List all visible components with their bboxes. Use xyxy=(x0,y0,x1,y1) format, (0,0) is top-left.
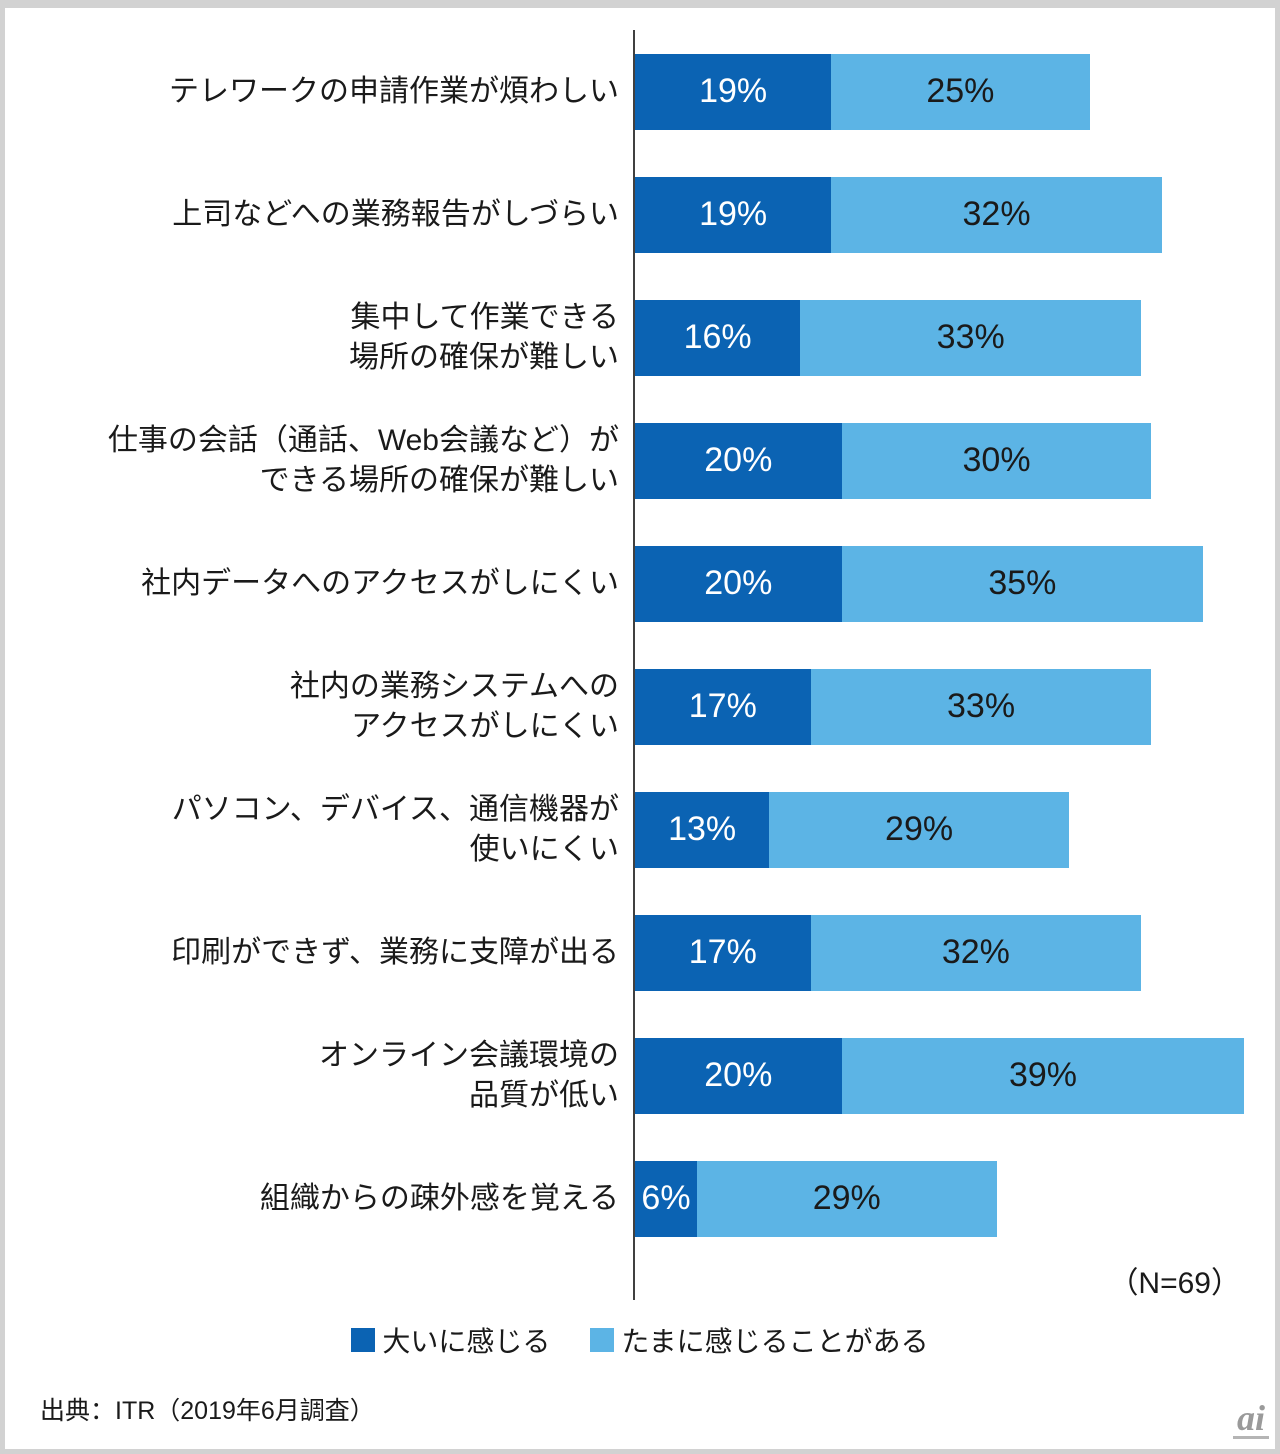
bar-row: 17% 33% xyxy=(635,645,1275,768)
bar-segment-series2: 29% xyxy=(696,1160,997,1237)
bar-value-label: 32% xyxy=(962,195,1031,233)
bar-value-label: 20% xyxy=(704,564,773,602)
legend-label: たまに感じることがある xyxy=(621,1326,929,1357)
bar-segment-series1: 19% xyxy=(635,53,832,130)
stacked-bar: 19% 25% xyxy=(635,53,1275,130)
stacked-bar: 17% 33% xyxy=(635,668,1275,745)
legend: 大いに感じる たまに感じることがある xyxy=(5,1320,1275,1360)
bar-value-label: 19% xyxy=(699,72,768,110)
stacked-bar: 20% 39% xyxy=(635,1037,1275,1114)
bar-row: 20% 30% xyxy=(635,399,1275,522)
bar-segment-series2: 35% xyxy=(841,545,1204,622)
bar-value-label: 6% xyxy=(641,1179,691,1217)
plot-area: 19% 25% 19% 32% 16% 33% 20% 30% 20% 35% 17% 33% 13% 2… xyxy=(633,30,1275,1300)
bar-value-label: 17% xyxy=(688,687,757,725)
bar-row: 20% 35% xyxy=(635,522,1275,645)
bar-row: 13% 29% xyxy=(635,768,1275,891)
category-label: 仕事の会話（通話、Web会議など）が できる場所の確保が難しい xyxy=(107,423,619,497)
legend-item-series1: 大いに感じる xyxy=(351,1320,550,1360)
stacked-bar: 16% 33% xyxy=(635,299,1275,376)
category-label: 社内の業務システムへの アクセスがしにくい xyxy=(289,669,619,743)
bar-segment-series1: 19% xyxy=(635,176,832,253)
bar-value-label: 35% xyxy=(988,564,1057,602)
bar-segment-series2: 39% xyxy=(841,1037,1245,1114)
bar-value-label: 25% xyxy=(926,72,995,110)
category-label: パソコン、デバイス、通信機器が 使いにくい xyxy=(171,792,619,866)
category-label: テレワークの申請作業が煩わしい xyxy=(169,74,619,108)
category-label: 印刷ができず、業務に支障が出る xyxy=(171,935,619,969)
category-row: 上司などへの業務報告がしづらい xyxy=(5,153,633,276)
bar-segment-series2: 32% xyxy=(831,176,1162,253)
bar-value-label: 19% xyxy=(699,195,768,233)
stacked-bar: 6% 29% xyxy=(635,1160,1275,1237)
category-row: 印刷ができず、業務に支障が出る xyxy=(5,891,633,1014)
category-row: パソコン、デバイス、通信機器が 使いにくい xyxy=(5,768,633,891)
category-labels-column: テレワークの申請作業が煩わしい 上司などへの業務報告がしづらい集中して作業できる場… xyxy=(5,30,633,1300)
bar-segment-series2: 29% xyxy=(769,791,1069,868)
category-row: オンライン会議環境の 品質が低い xyxy=(5,1014,633,1137)
category-row: 仕事の会話（通話、Web会議など）が できる場所の確保が難しい xyxy=(5,399,633,522)
bar-value-label: 20% xyxy=(704,441,773,479)
bar-value-label: 29% xyxy=(885,810,954,848)
bar-value-label: 17% xyxy=(688,933,757,971)
bar-segment-series1: 16% xyxy=(635,299,801,376)
category-row: テレワークの申請作業が煩わしい xyxy=(5,30,633,153)
bar-value-label: 30% xyxy=(962,441,1031,479)
legend-item-series2: たまに感じることがある xyxy=(590,1320,929,1360)
bar-segment-series1: 6% xyxy=(635,1160,697,1237)
ai-logo: ai xyxy=(1233,1397,1269,1439)
bar-row: 19% 25% xyxy=(635,30,1275,153)
bar-segment-series2: 33% xyxy=(800,299,1142,376)
bar-segment-series2: 25% xyxy=(831,53,1090,130)
category-label: 社内データへのアクセスがしにくい xyxy=(141,566,619,600)
stacked-bar: 20% 30% xyxy=(635,422,1275,499)
bar-value-label: 39% xyxy=(1008,1056,1078,1094)
bar-row: 16% 33% xyxy=(635,276,1275,399)
bar-segment-series1: 20% xyxy=(635,545,842,622)
source-note: 出典：ITR（2019年6月調査） xyxy=(40,1397,375,1425)
bar-row: 6% 29% xyxy=(635,1137,1275,1260)
bar-value-label: 13% xyxy=(668,810,737,848)
bar-value-label: 32% xyxy=(941,933,1010,971)
bar-segment-series2: 33% xyxy=(810,668,1152,745)
category-row: 社内データへのアクセスがしにくい xyxy=(5,522,633,645)
legend-label: 大いに感じる xyxy=(382,1326,551,1357)
stacked-bar: 17% 32% xyxy=(635,914,1275,991)
category-label: 上司などへの業務報告がしづらい xyxy=(172,197,619,231)
legend-swatch xyxy=(351,1328,376,1352)
bar-row: 19% 32% xyxy=(635,153,1275,276)
ai-logo-subtext-bar xyxy=(1233,1436,1269,1439)
stacked-bar: 19% 32% xyxy=(635,176,1275,253)
bar-segment-series1: 20% xyxy=(635,1037,842,1114)
bar-segment-series1: 20% xyxy=(635,422,842,499)
bar-segment-series2: 30% xyxy=(841,422,1152,499)
sample-size-label: （N=69） xyxy=(1108,1267,1241,1300)
category-label: 組織からの疎外感を覚える xyxy=(259,1181,619,1215)
legend-swatch xyxy=(590,1328,615,1352)
category-row: 組織からの疎外感を覚える xyxy=(5,1137,633,1260)
stacked-bar-chart: テレワークの申請作業が煩わしい 上司などへの業務報告がしづらい集中して作業できる場… xyxy=(5,30,1275,1300)
stacked-bar: 20% 35% xyxy=(635,545,1275,622)
category-row: 社内の業務システムへの アクセスがしにくい xyxy=(5,645,633,768)
bar-value-label: 33% xyxy=(947,687,1016,725)
stacked-bar: 13% 29% xyxy=(635,791,1275,868)
category-row: 集中して作業できる 場所の確保が難しい xyxy=(5,276,633,399)
bar-segment-series1: 17% xyxy=(635,914,811,991)
category-label: オンライン会議環境の 品質が低い xyxy=(319,1038,619,1112)
bar-value-label: 33% xyxy=(936,318,1005,356)
bar-segment-series2: 32% xyxy=(810,914,1142,991)
category-label: 集中して作業できる 場所の確保が難しい xyxy=(349,300,619,374)
bar-segment-series1: 17% xyxy=(635,668,811,745)
bar-row: 20% 39% xyxy=(635,1014,1275,1137)
bar-value-label: 29% xyxy=(812,1179,881,1217)
bar-segment-series1: 13% xyxy=(635,791,770,868)
ai-logo-text: ai xyxy=(1236,1397,1265,1438)
bar-row: 17% 32% xyxy=(635,891,1275,1014)
bar-value-label: 16% xyxy=(683,318,752,356)
bar-value-label: 20% xyxy=(704,1056,773,1094)
